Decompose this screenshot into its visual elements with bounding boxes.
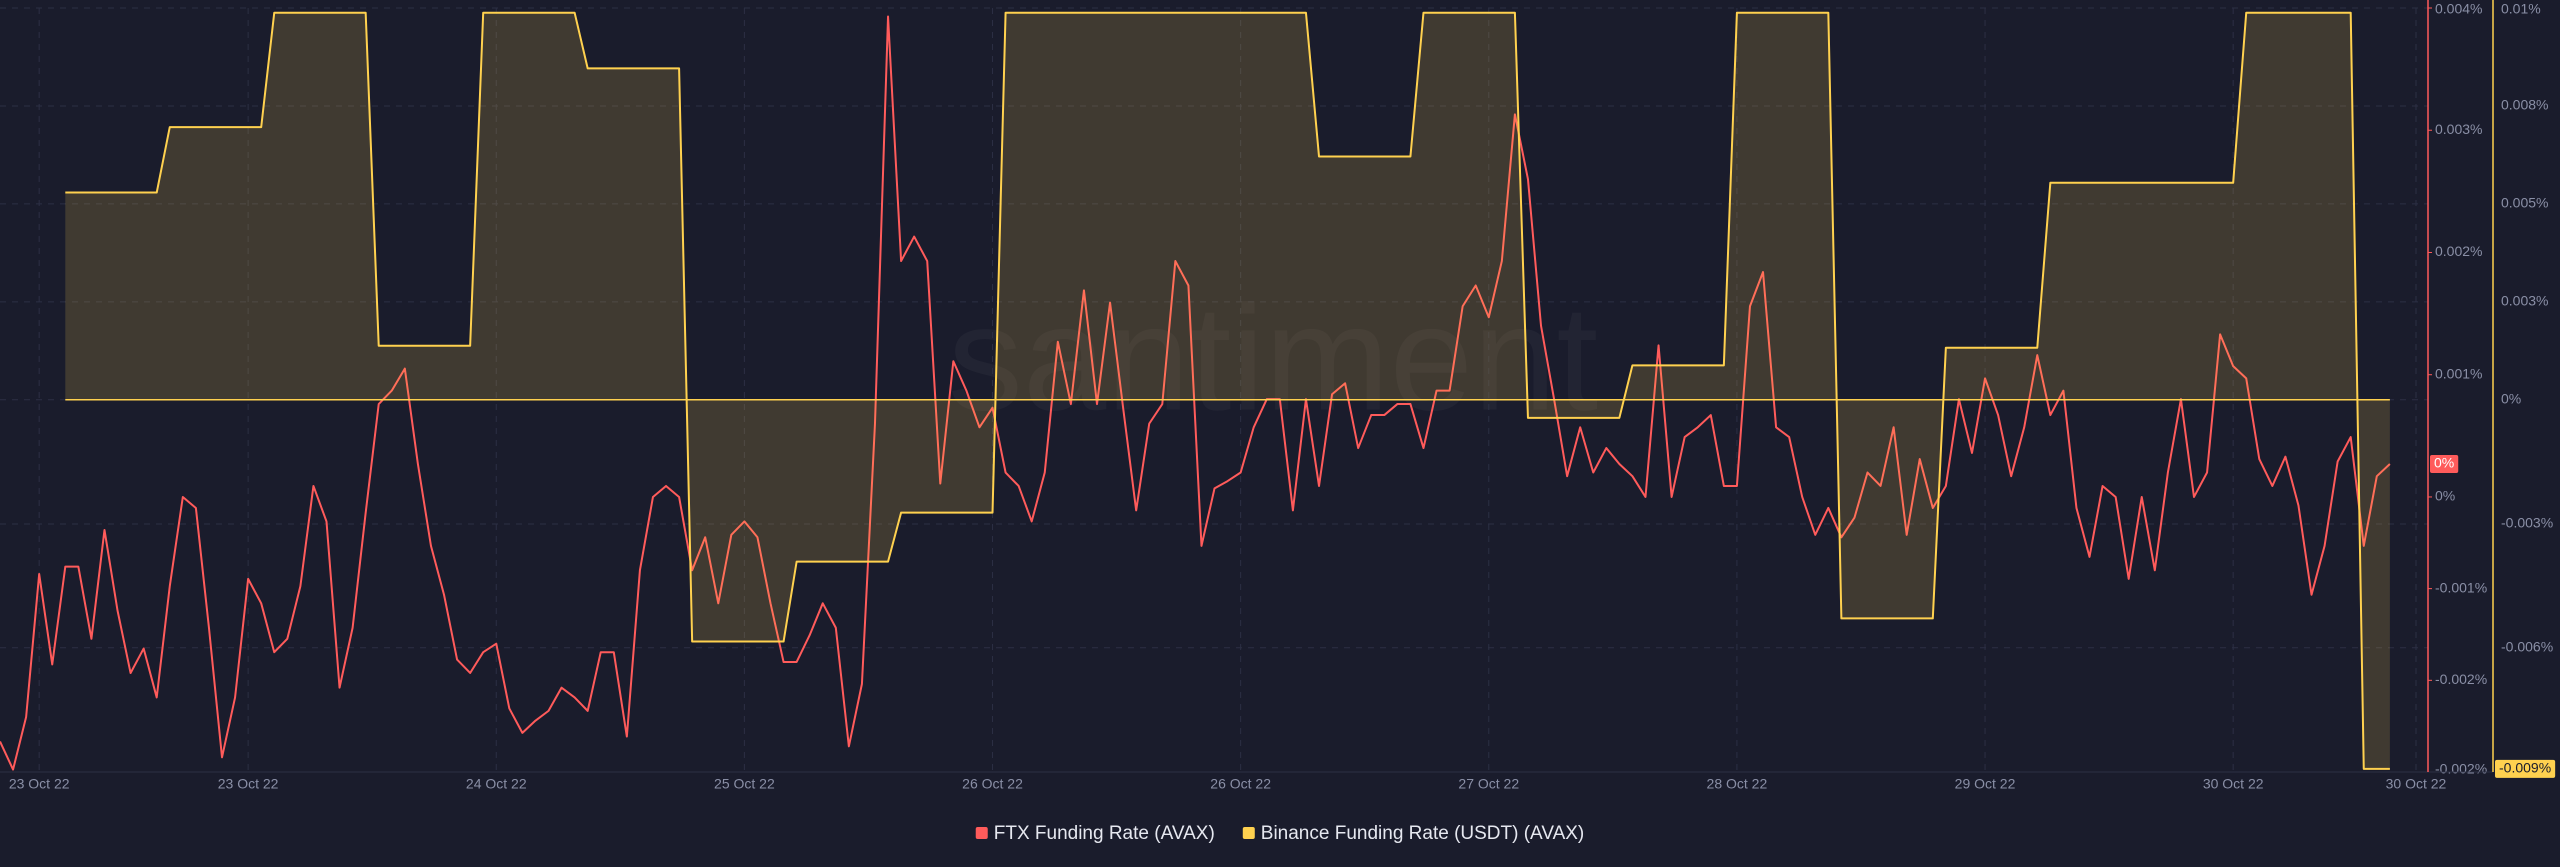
x-tick-label: 23 Oct 22	[9, 776, 70, 792]
x-tick-label: 24 Oct 22	[466, 776, 527, 792]
y-tick-label: 0.004%	[2435, 1, 2482, 17]
badge-label: 0%	[2434, 455, 2454, 471]
legend-label: FTX Funding Rate (AVAX)	[994, 823, 1215, 844]
y-tick-label: -0.001%	[2435, 579, 2487, 595]
y2-tick-label: 0.005%	[2501, 195, 2548, 211]
y-tick-label: 0.003%	[2435, 121, 2482, 137]
x-tick-label: 25 Oct 22	[714, 776, 775, 792]
last-value-badge: -0.009%	[2495, 759, 2556, 778]
x-tick-label: 26 Oct 22	[1210, 776, 1271, 792]
x-tick-label: 26 Oct 22	[962, 776, 1023, 792]
y2-tick-label: -0.003%	[2501, 515, 2553, 531]
area-fill	[65, 12, 2390, 769]
y-tick-label: 0%	[2435, 488, 2455, 504]
last-value-badge: 0%	[2430, 454, 2459, 473]
legend: FTX Funding Rate (AVAX) Binance Funding R…	[975, 823, 1584, 844]
y2-tick-label: 0.003%	[2501, 293, 2548, 309]
legend-swatch	[975, 827, 988, 839]
y2-tick-label: 0.008%	[2501, 97, 2548, 113]
x-tick-label: 23 Oct 22	[218, 776, 279, 792]
badge-label: -0.009%	[2499, 760, 2551, 776]
legend-label: Binance Funding Rate (USDT) (AVAX)	[1261, 823, 1584, 844]
y-tick-label: 0.001%	[2435, 365, 2482, 381]
x-tick-label: 30 Oct 22	[2203, 776, 2264, 792]
legend-swatch	[1242, 827, 1255, 839]
y2-tick-label: 0%	[2501, 390, 2521, 406]
y-tick-label: 0.002%	[2435, 243, 2482, 259]
x-tick-label: 27 Oct 22	[1458, 776, 1519, 792]
series-line	[65, 11, 2390, 770]
y-tick-label: -0.002%	[2435, 761, 2487, 777]
badge-box	[2495, 759, 2556, 778]
x-tick-label: 28 Oct 22	[1707, 776, 1768, 792]
y2-tick-label: -0.006%	[2501, 639, 2553, 655]
badge-box	[2430, 454, 2459, 473]
x-tick-label: 30 Oct 22	[2386, 776, 2447, 792]
y2-tick-label: 0.01%	[2501, 1, 2541, 17]
x-tick-label: 29 Oct 22	[1955, 776, 2016, 792]
series-line	[0, 15, 2391, 771]
y-tick-label: -0.002%	[2435, 671, 2487, 687]
